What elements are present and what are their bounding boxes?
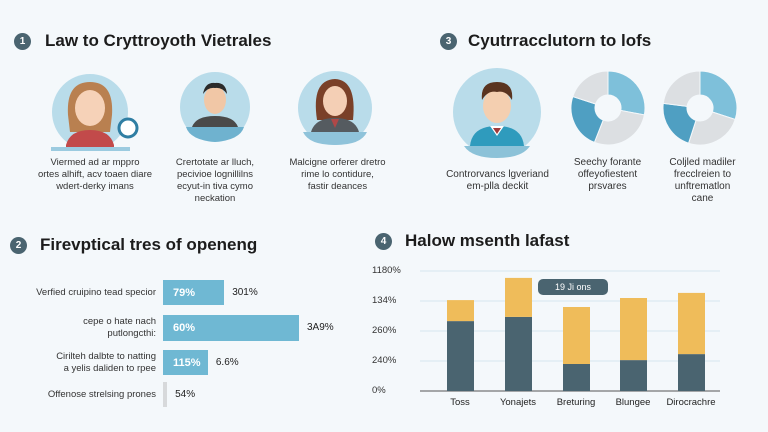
progress-bar — [163, 382, 168, 407]
row-value: 54% — [175, 388, 196, 400]
y-tick-label: 134% — [372, 295, 397, 306]
section-number-badge: 2 — [10, 237, 27, 254]
section-number-badge: 4 — [375, 233, 392, 250]
row-label: Cirilteh dalbte to natting a yelis dalide… — [56, 350, 156, 374]
chart-badge: 19 Ji ons — [538, 279, 608, 295]
bar-top — [678, 292, 705, 355]
x-tick-label: Toss — [450, 397, 470, 408]
bar-top — [620, 298, 647, 361]
row-value: 6.6% — [215, 356, 239, 368]
card-caption: Malcigne orferer dretro rime lo contidure… — [289, 157, 386, 192]
card-caption: Seechy forante offeyofiestent prsvares — [573, 157, 642, 192]
donut-segment — [687, 111, 736, 146]
donut-segment — [593, 109, 645, 146]
donut-segment — [572, 70, 609, 105]
card-caption: Controrvancs lgveriand em-plla deckit — [446, 169, 549, 192]
donut-segment — [607, 70, 646, 116]
donut-chart-1 — [570, 70, 646, 146]
row-label: Offenose strelsing prones — [47, 388, 156, 400]
y-tick-label: 240% — [372, 355, 397, 366]
y-tick-label: 0% — [372, 385, 386, 396]
card-caption: Viermed ad ar mppro ortes alhift, acv toa… — [37, 157, 153, 192]
x-tick-label: Dirocrachre — [666, 397, 716, 408]
progress-bar: 60% — [163, 315, 299, 341]
donut-segment — [662, 70, 701, 107]
x-tick-label: Yonajets — [499, 397, 537, 408]
section-title: Law to Cryttroyoth Vietrales — [45, 31, 272, 50]
avatar-woman-blonde — [51, 74, 139, 151]
donut-segment — [699, 70, 738, 121]
x-tick-label: Blungee — [615, 397, 651, 408]
section-title: Cyutrracclutorn to lofs — [468, 31, 652, 50]
bar-base — [447, 321, 474, 391]
section-title: Halow msenth lafast — [405, 231, 570, 250]
row-value: 301% — [232, 286, 258, 298]
avatar-man-teal-sweater — [453, 68, 541, 158]
avatar-woman-brunette — [298, 71, 372, 145]
section-title: Firevptical tres of openeng — [40, 235, 258, 254]
donut-segment — [662, 102, 697, 144]
bar-top — [563, 307, 590, 364]
donut-segment — [570, 95, 604, 144]
bar-top — [447, 300, 474, 322]
section-number-badge: 1 — [14, 33, 31, 50]
card-caption: Coljled madiler frecclreien to unftrematlo… — [669, 157, 736, 204]
progress-bar: 115% — [163, 350, 208, 375]
y-tick-label: 260% — [372, 325, 397, 336]
row-label: Verfied cruipino tead specior — [36, 286, 156, 298]
bar-base — [620, 360, 647, 391]
row-value: 3A9% — [307, 322, 334, 333]
section-number-badge: 3 — [440, 33, 457, 50]
card-caption: Crertotate ar lluch, pecivioe lognillilns… — [175, 157, 255, 204]
x-tick-label: Breturing — [556, 397, 596, 408]
bar-top — [505, 277, 532, 317]
avatar-man-dark-shirt — [180, 72, 250, 142]
bar-base — [678, 354, 705, 391]
y-tick-label: 1180% — [372, 265, 401, 276]
bar-base — [505, 316, 532, 391]
row-label: cepe o hate nach putlongcthi: — [83, 316, 156, 339]
progress-bar: 79% — [163, 280, 225, 305]
bar-base — [563, 364, 590, 391]
donut-chart-2 — [662, 70, 738, 146]
